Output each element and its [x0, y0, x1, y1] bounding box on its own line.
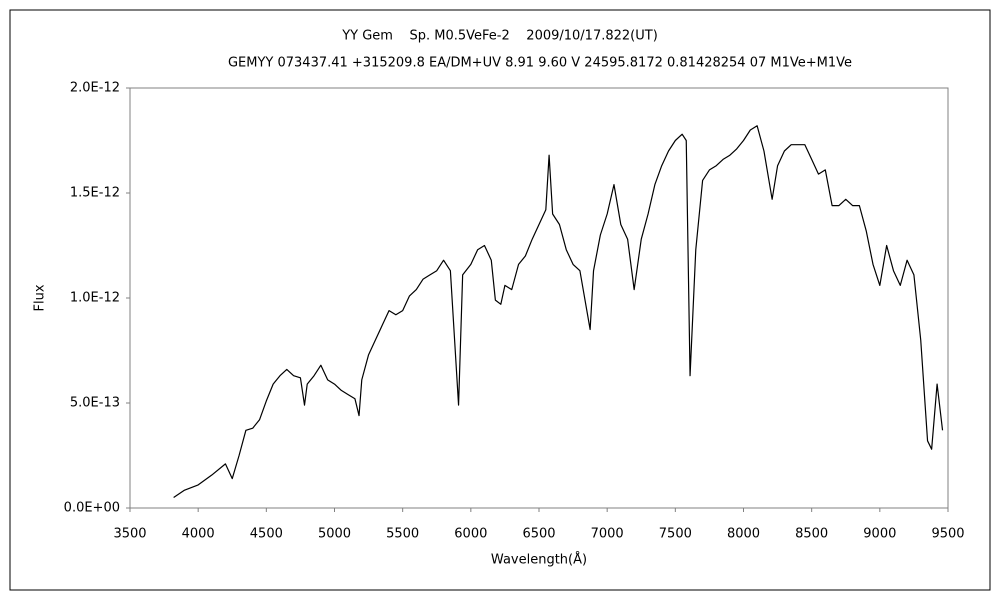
- y-axis-label: Flux: [33, 284, 48, 311]
- y-tick-label: 1.0E-12: [70, 291, 120, 306]
- chart-title: YY Gem Sp. M0.5VeFe-2 2009/10/17.822(UT): [341, 29, 658, 44]
- chart-subtitle: GEMYY 073437.41 +315209.8 EA/DM+UV 8.91 …: [228, 56, 852, 71]
- x-tick-label: 7500: [659, 527, 692, 542]
- x-tick-label: 4000: [182, 527, 215, 542]
- x-tick-label: 6500: [522, 527, 555, 542]
- y-tick-label: 0.0E+00: [64, 501, 120, 516]
- x-tick-label: 4500: [250, 527, 283, 542]
- x-tick-label: 5500: [386, 527, 419, 542]
- chart-border: [9, 9, 991, 591]
- x-tick-label: 7000: [591, 527, 624, 542]
- y-tick-label: 1.5E-12: [70, 186, 120, 201]
- x-axis-label: Wavelength(Å): [491, 552, 587, 568]
- x-tick-label: 6000: [454, 527, 487, 542]
- spectrum-line: [173, 125, 944, 498]
- x-tick-label: 8000: [727, 527, 760, 542]
- x-tick-label: 3500: [113, 527, 146, 542]
- x-tick-label: 9500: [931, 527, 964, 542]
- x-tick-label: 8500: [795, 527, 828, 542]
- x-tick-label: 5000: [318, 527, 351, 542]
- y-tick-label: 5.0E-13: [70, 396, 120, 411]
- x-tick-label: 9000: [863, 527, 896, 542]
- y-tick-label: 2.0E-12: [70, 81, 120, 96]
